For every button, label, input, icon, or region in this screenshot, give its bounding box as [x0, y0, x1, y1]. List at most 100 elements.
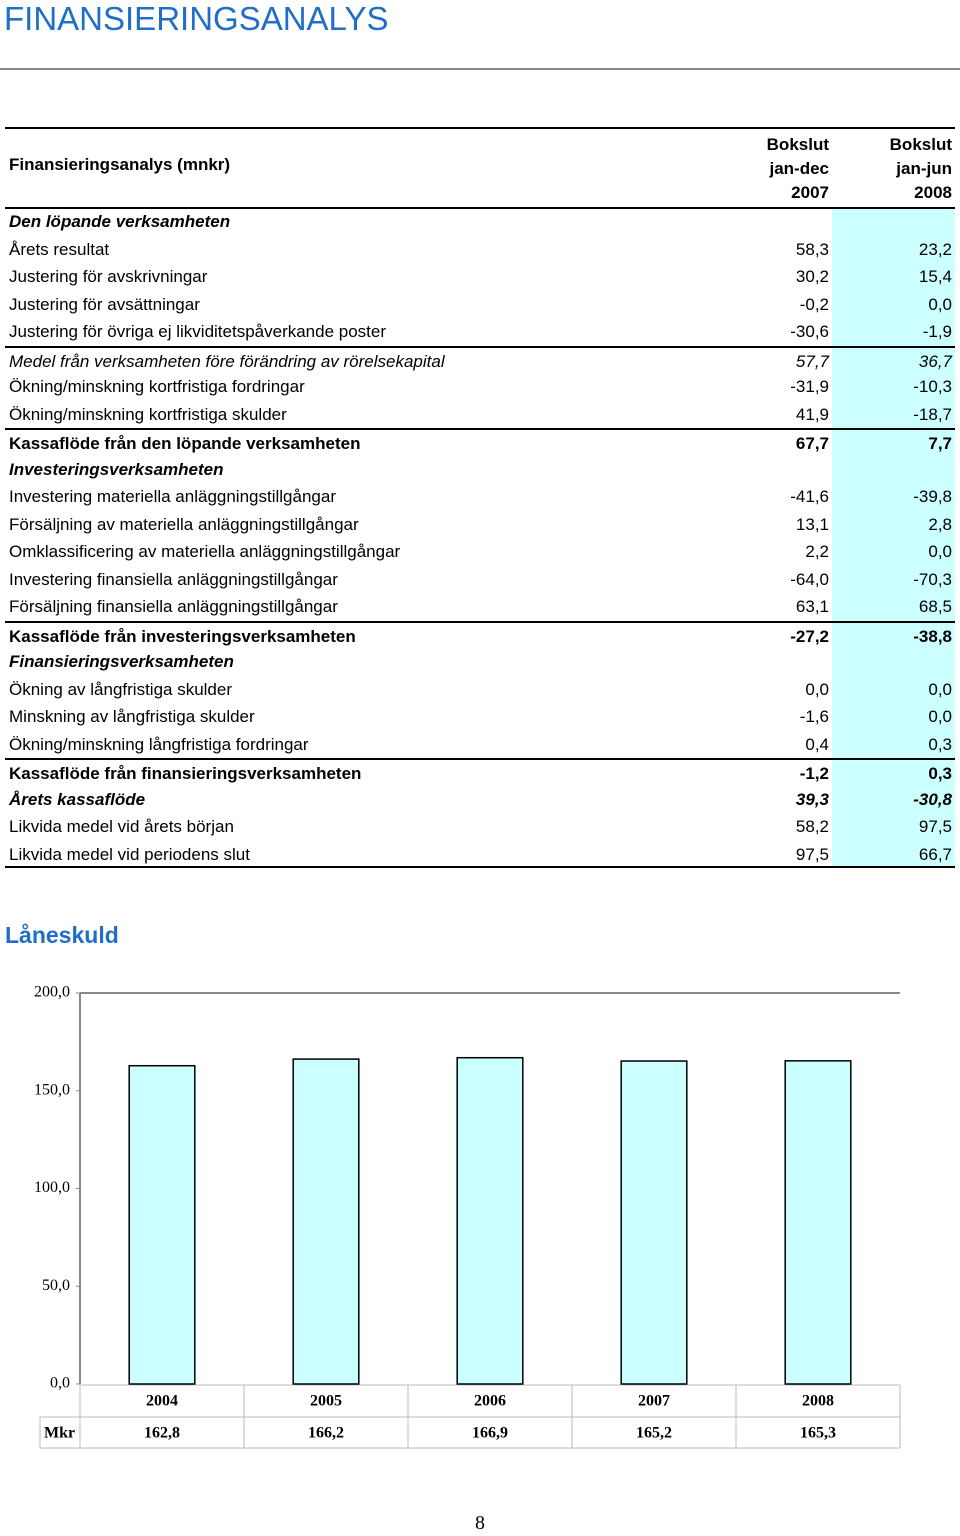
bar	[784, 1060, 852, 1385]
cell-value: 23,2	[918, 239, 952, 259]
cell-value: -18,7	[913, 404, 952, 424]
cell-value: 0,0	[928, 679, 952, 699]
row-label: Ökning av långfristiga skulder	[9, 679, 233, 699]
cell-value: 0,3	[928, 764, 952, 783]
cell-value: 58,3	[795, 239, 829, 259]
row-label: Mkr	[44, 1425, 75, 1442]
bar	[292, 1058, 360, 1385]
column-header-line: 2007	[791, 183, 829, 202]
column-header-line: jan-dec	[769, 159, 829, 178]
cash-flow-table: Finansieringsanalys (mnkr) Bokslut jan-de…	[5, 127, 955, 868]
chart: 0,0 50,0 100,0 150,0 200,0 Mkr 2004 162,8 2005 16…	[34, 984, 901, 1449]
x-tick-label: 2006	[474, 1393, 506, 1410]
cell-value: 0,0	[805, 679, 829, 699]
cell-value: 66,7	[918, 844, 952, 864]
cell-value: -70,3	[913, 569, 952, 589]
page-title: FINANSIERINGSANALYS	[4, 0, 389, 37]
cell-value: 63,1	[795, 597, 829, 616]
page-number: 8	[475, 1512, 485, 1534]
table-row: Likvida medel vid årets början 58,2 97,5	[5, 813, 955, 841]
table-row: Justering för avskrivningar 30,2 15,4	[5, 263, 955, 291]
cell-value: -10,3	[913, 377, 952, 396]
cell-value: -64,0	[790, 569, 829, 589]
cell-value: -1,6	[799, 707, 829, 726]
value-label: 166,9	[472, 1425, 508, 1442]
row-label: Försäljning av materiella anläggningstil…	[9, 514, 359, 534]
row-label: Investering materiella anläggningstillgå…	[9, 487, 336, 506]
table-row: Årets kassaflöde 39,3 -30,8	[5, 786, 955, 814]
cell-value: 0,3	[928, 734, 952, 754]
row-label: Justering för övriga ej likviditetspåver…	[9, 322, 387, 341]
row-label: Minskning av långfristiga skulder	[9, 707, 255, 726]
value-label: 165,2	[636, 1425, 672, 1442]
value-label: 162,8	[144, 1425, 180, 1442]
row-label: Ökning/minskning långfristiga fordringar	[9, 734, 309, 754]
table-row: Medel från verksamheten före förändring …	[5, 345, 955, 374]
table-row: Ökning/minskning kortfristiga fordringar…	[5, 373, 955, 401]
cell-value: 0,0	[928, 294, 952, 314]
table-row: Årets resultat 58,3 23,2	[5, 236, 955, 264]
row-label: Årets resultat	[9, 239, 110, 259]
column-header: Bokslut jan-jun 2008	[842, 133, 952, 205]
row-label: Ökning/minskning kortfristiga skulder	[9, 404, 287, 424]
row-label: Årets kassaflöde	[9, 789, 146, 809]
cell-value: 97,5	[918, 817, 952, 836]
row-label: Omklassificering av materiella anläggnin…	[9, 542, 401, 561]
table-row: Minskning av långfristiga skulder -1,6 0,0	[5, 703, 955, 731]
cell-value: 30,2	[795, 267, 829, 286]
table-row: Justering för avsättningar -0,2 0,0	[5, 291, 955, 319]
column-header: Bokslut jan-dec 2007	[719, 133, 829, 205]
x-tick-label: 2007	[638, 1393, 670, 1410]
row-label: Kassaflöde från investeringsverksamheten	[9, 626, 356, 646]
table-label: Finansieringsanalys (mnkr)	[9, 155, 231, 174]
cell-value: 67,7	[795, 434, 829, 453]
table-row: Investering materiella anläggningstillgå…	[5, 483, 955, 511]
table-row: Omklassificering av materiella anläggnin…	[5, 538, 955, 566]
table-rule	[5, 127, 955, 129]
x-tick-label: 2005	[310, 1393, 342, 1410]
row-label: Justering för avskrivningar	[9, 267, 208, 286]
cell-value: 0,4	[805, 734, 829, 754]
cell-value: 97,5	[795, 844, 829, 864]
table-rule	[5, 866, 955, 868]
table-row: Kassaflöde från investeringsverksamheten…	[5, 620, 955, 649]
column-header-line: Bokslut	[766, 135, 829, 154]
table-row: Den löpande verksamheten	[5, 208, 955, 236]
cell-value: 39,3	[795, 789, 829, 809]
cell-value: 58,2	[795, 817, 829, 836]
table-row: Investering finansiella anläggningstillg…	[5, 566, 955, 594]
value-label: 166,2	[308, 1425, 344, 1442]
bar	[456, 1056, 524, 1385]
table-row: Kassaflöde från den löpande verksamheten…	[5, 428, 955, 456]
cell-value: 7,7	[928, 434, 952, 453]
row-label: Investeringsverksamheten	[9, 459, 224, 479]
table-row: Försäljning av materiella anläggningstil…	[5, 511, 955, 539]
table-row: Kassaflöde från finansieringsverksamhete…	[5, 758, 955, 786]
column-header-line: Bokslut	[889, 135, 952, 154]
cell-value: -0,2	[799, 294, 829, 314]
cell-value: 41,9	[795, 404, 829, 424]
table-rule	[5, 207, 955, 209]
y-tick-label: 100,0	[34, 1179, 70, 1196]
cell-value: 68,5	[918, 597, 952, 616]
column-header-line: jan-jun	[896, 159, 952, 178]
table-row: Ökning/minskning långfristiga fordringar…	[5, 731, 955, 759]
cell-value: -39,8	[913, 487, 952, 506]
x-tick-label: 2008	[802, 1393, 834, 1410]
row-label: Ökning/minskning kortfristiga fordringar	[9, 377, 305, 396]
cell-value: -1,9	[922, 322, 952, 341]
row-label: Försäljning finansiella anläggningstillg…	[9, 597, 338, 616]
row-label: Finansieringsverksamheten	[9, 652, 234, 671]
table-row: Ökning av långfristiga skulder 0,0 0,0	[5, 676, 955, 704]
cell-value: 57,7	[795, 351, 829, 371]
table-row: Försäljning finansiella anläggningstillg…	[5, 593, 955, 621]
table-row: Investeringsverksamheten	[5, 456, 955, 484]
cell-value: -31,9	[790, 377, 829, 396]
table-row: Finansieringsverksamheten	[5, 648, 955, 676]
title-rule	[0, 68, 960, 70]
y-tick-label: 50,0	[42, 1277, 70, 1294]
cell-value: 2,8	[928, 514, 952, 534]
cell-value: -27,2	[790, 626, 829, 646]
chart-title: Låneskuld	[5, 922, 119, 948]
